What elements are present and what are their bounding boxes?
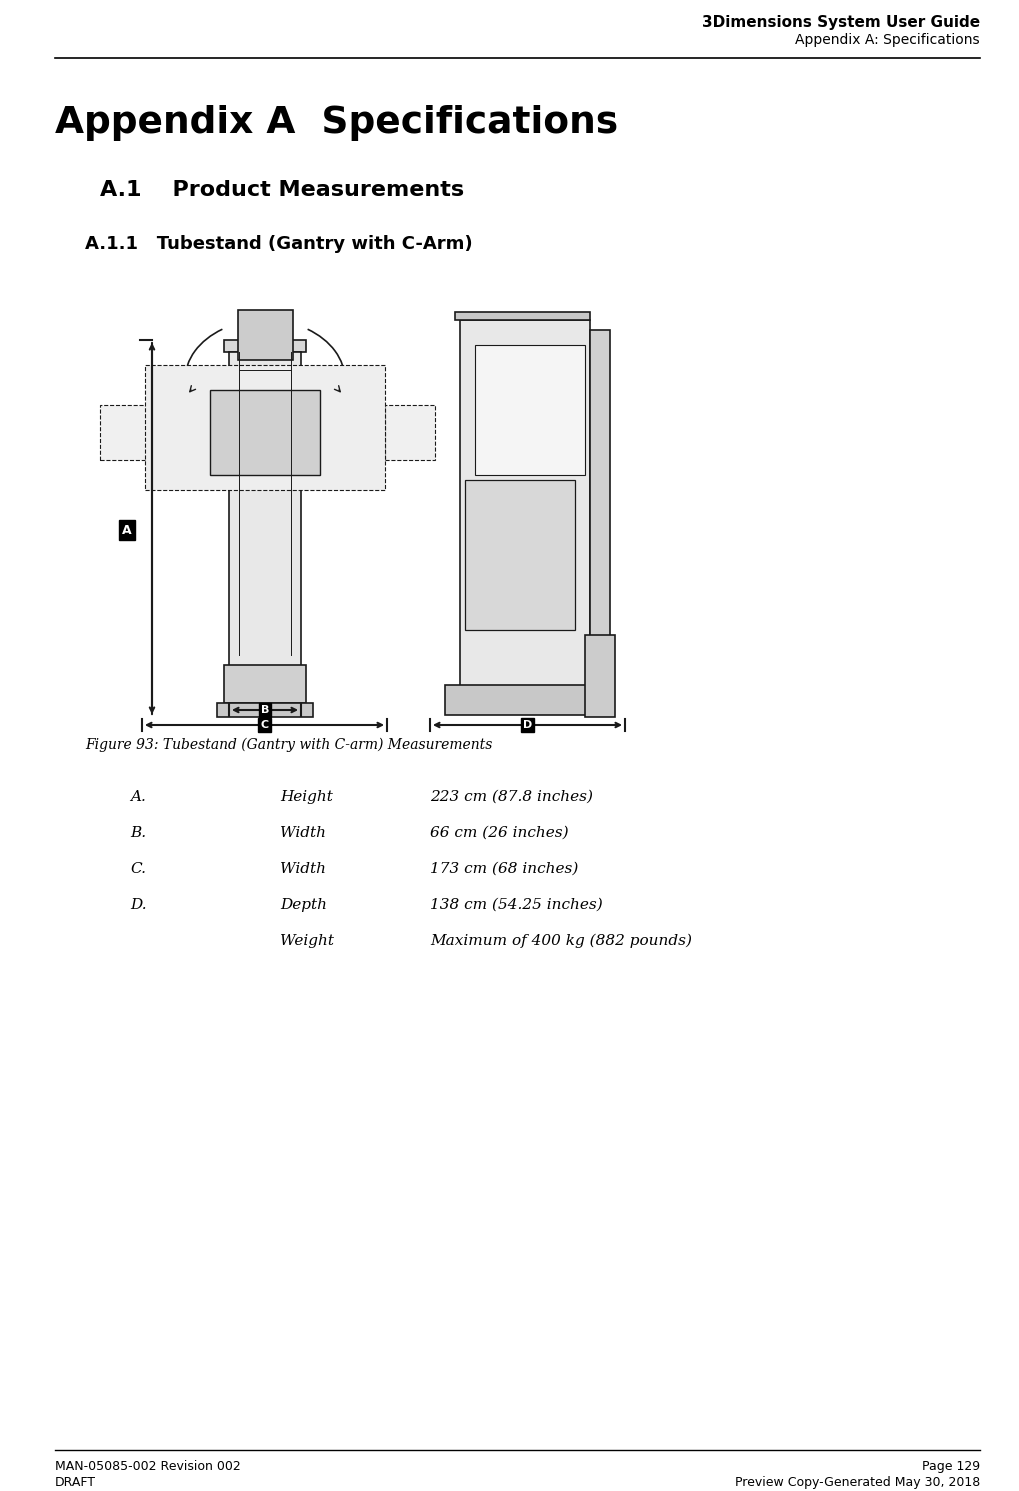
Text: 173 cm (68 inches): 173 cm (68 inches) (430, 862, 579, 877)
Text: A: A (122, 523, 131, 537)
Text: B: B (261, 705, 269, 716)
Bar (217, 702, 313, 717)
Text: C.: C. (130, 862, 146, 877)
Text: Figure 93: Tubestand (Gantry with C-arm) Measurements: Figure 93: Tubestand (Gantry with C-arm)… (85, 738, 492, 753)
Bar (100, 406, 150, 461)
Text: Weight: Weight (280, 933, 334, 948)
Text: Height: Height (280, 790, 333, 804)
Bar (224, 665, 306, 702)
Text: 66 cm (26 inches): 66 cm (26 inches) (430, 826, 569, 839)
Bar (445, 684, 595, 716)
Text: A.1.1   Tubestand (Gantry with C-Arm): A.1.1 Tubestand (Gantry with C-Arm) (85, 236, 473, 253)
Text: D: D (523, 720, 532, 731)
Text: Depth: Depth (280, 898, 327, 912)
Bar (475, 344, 585, 476)
Text: MAN-05085-002 Revision 002: MAN-05085-002 Revision 002 (55, 1460, 240, 1473)
Bar (224, 340, 306, 352)
Bar (238, 310, 293, 359)
Bar (210, 391, 320, 476)
Text: Width: Width (280, 862, 326, 877)
Text: DRAFT: DRAFT (55, 1476, 96, 1490)
Text: 3Dimensions System User Guide: 3Dimensions System User Guide (702, 15, 980, 30)
Text: A.: A. (130, 790, 146, 804)
Text: Page 129: Page 129 (922, 1460, 980, 1473)
Bar (145, 365, 385, 491)
Bar (455, 312, 590, 321)
Text: Maximum of 400 kg (882 pounds): Maximum of 400 kg (882 pounds) (430, 933, 692, 948)
Text: 223 cm (87.8 inches): 223 cm (87.8 inches) (430, 790, 593, 804)
Text: Appendix A: Specifications: Appendix A: Specifications (796, 33, 980, 48)
Bar (229, 352, 301, 695)
Text: Preview Copy-Generated May 30, 2018: Preview Copy-Generated May 30, 2018 (735, 1476, 980, 1490)
Text: A.1    Product Measurements: A.1 Product Measurements (100, 180, 464, 200)
Bar (585, 635, 615, 717)
Text: Appendix A  Specifications: Appendix A Specifications (55, 104, 619, 142)
Text: D.: D. (130, 898, 147, 912)
Text: Width: Width (280, 826, 326, 839)
Bar (590, 330, 610, 665)
Bar (465, 480, 575, 631)
Text: C: C (261, 720, 269, 731)
Bar (460, 321, 590, 695)
Text: 138 cm (54.25 inches): 138 cm (54.25 inches) (430, 898, 603, 912)
Bar (385, 406, 435, 461)
Text: B.: B. (130, 826, 146, 839)
